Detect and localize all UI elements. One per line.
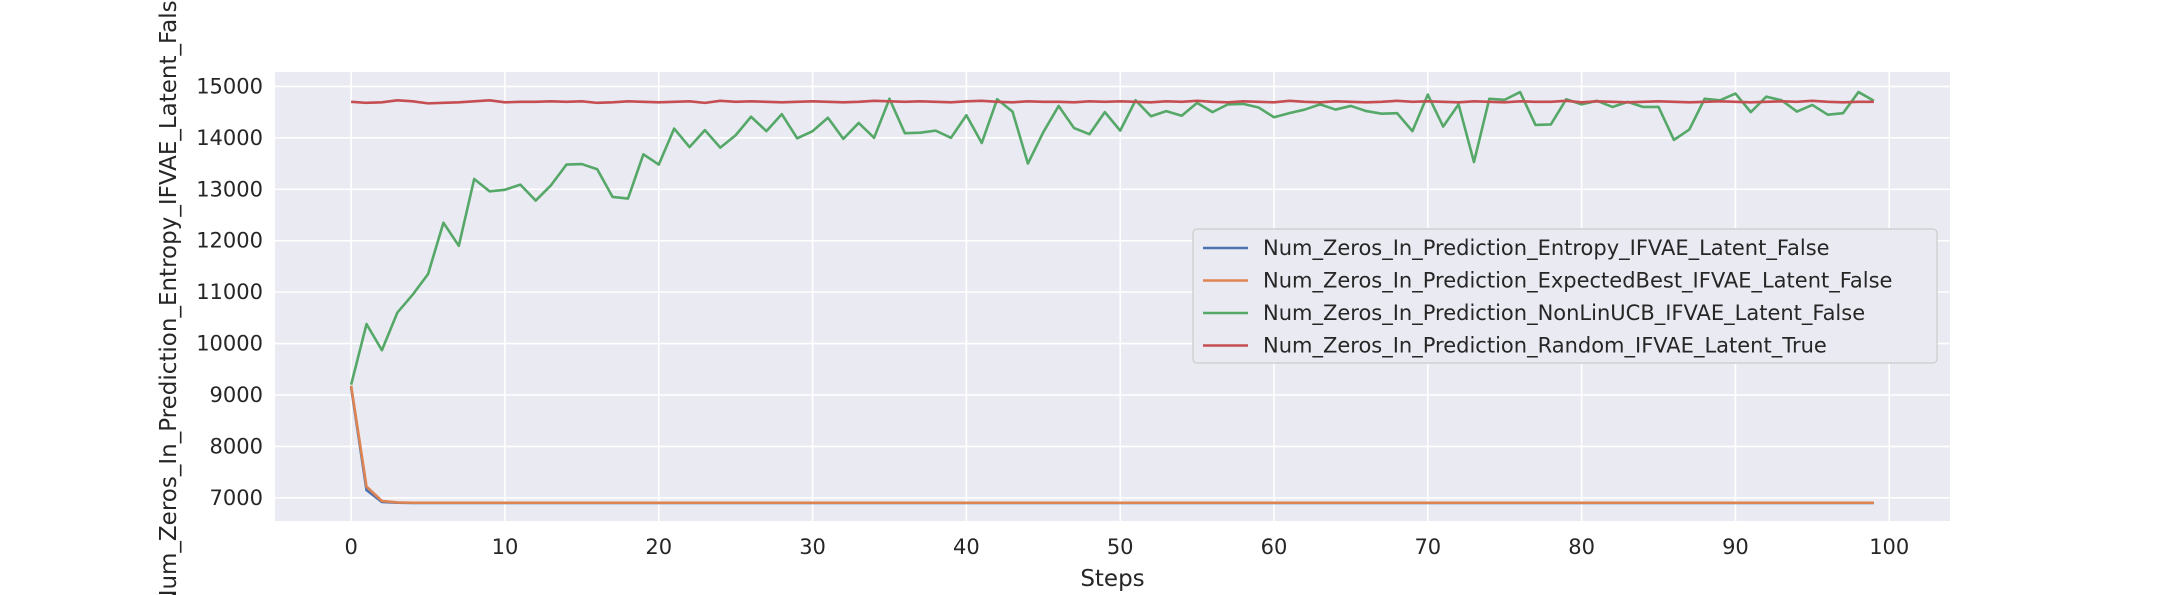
x-tick-label: 50 (1107, 535, 1134, 559)
legend: Num_Zeros_In_Prediction_Entropy_IFVAE_La… (1192, 228, 1938, 364)
y-tick-label: 7000 (210, 486, 263, 510)
legend-box (1192, 228, 1938, 364)
y-tick-label: 13000 (196, 177, 263, 201)
y-tick-label: 10000 (196, 332, 263, 356)
series-line (351, 98, 1874, 105)
y-tick-label: 14000 (196, 126, 263, 150)
x-tick-label: 10 (492, 535, 519, 559)
legend-entry: Num_Zeros_In_Prediction_Random_IFVAE_Lat… (1263, 334, 1827, 359)
y-tick-label: 8000 (210, 434, 263, 458)
x-tick-label: 90 (1722, 535, 1749, 559)
y-tick-label: 11000 (196, 280, 263, 304)
x-tick-label: 60 (1261, 535, 1288, 559)
x-tick-label: 30 (799, 535, 826, 559)
series-lines (349, 90, 1875, 505)
series-line (349, 385, 1874, 505)
x-tick-label: 70 (1414, 535, 1441, 559)
x-tick-label: 20 (645, 535, 672, 559)
y-axis-label: Num_Zeros_In_Prediction_Entropy_IFVAE_La… (156, 0, 182, 595)
y-tick-label: 12000 (196, 229, 263, 253)
x-axis-ticks: 0 10 20 30 40 50 60 70 80 90 100 (344, 535, 1909, 559)
series-line (349, 90, 1875, 386)
y-tick-label: 15000 (196, 74, 263, 98)
x-tick-label: 100 (1869, 535, 1909, 559)
x-tick-label: 0 (344, 535, 357, 559)
legend-entry: Num_Zeros_In_Prediction_ExpectedBest_IFV… (1263, 269, 1892, 294)
x-tick-label: 80 (1568, 535, 1595, 559)
legend-entry: Num_Zeros_In_Prediction_NonLinUCB_IFVAE_… (1263, 301, 1865, 326)
x-axis-label: Steps (1080, 566, 1144, 592)
y-axis-ticks: 7000 8000 9000 10000 11000 12000 13000 14000 150… (196, 74, 263, 509)
legend-entry: Num_Zeros_In_Prediction_Entropy_IFVAE_La… (1263, 236, 1830, 261)
x-tick-label: 40 (953, 535, 980, 559)
y-tick-label: 9000 (210, 383, 263, 407)
